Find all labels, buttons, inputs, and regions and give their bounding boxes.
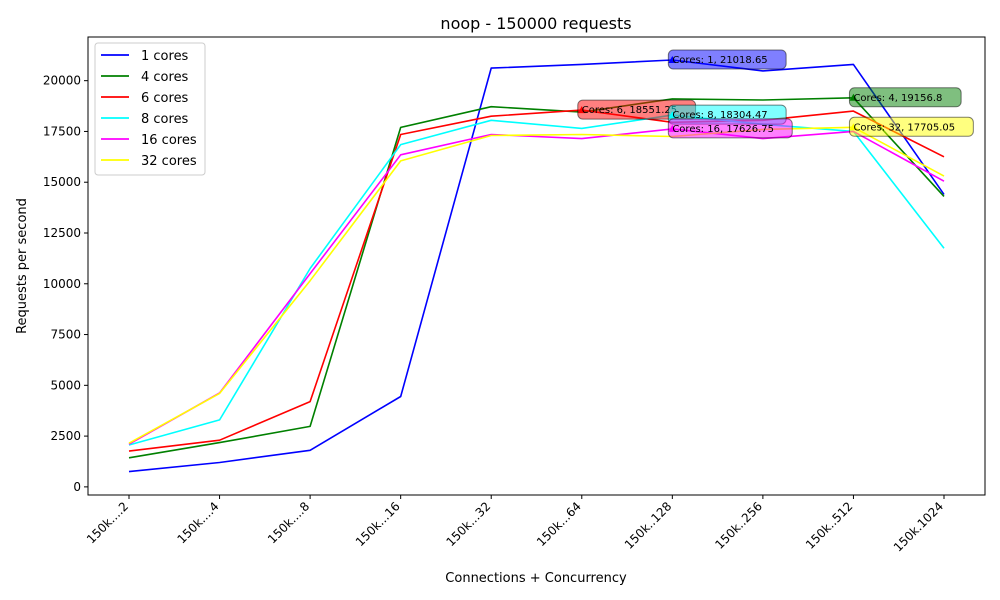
annotation-box <box>848 87 962 108</box>
y-tick-label: 15000 <box>43 175 81 189</box>
y-tick-label: 5000 <box>50 378 81 392</box>
legend-label: 8 cores <box>141 112 189 127</box>
annotation-box <box>848 116 974 137</box>
annotation-label: Cores: 4, 19156.8 <box>853 93 942 104</box>
legend-label: 1 cores <box>141 49 189 64</box>
annotation-label: Cores: 6, 18551.25 <box>582 105 677 116</box>
x-axis-label: Connections + Concurrency <box>445 571 627 586</box>
y-tick-label: 10000 <box>43 277 81 291</box>
y-axis-label: Requests per second <box>15 198 30 334</box>
series-line-1-cores <box>128 59 945 473</box>
annotations: Cores: 1, 21018.65 Cores: 4, 19156.8 Cores… <box>577 49 974 139</box>
annotation-label: Cores: 32, 17705.05 <box>853 122 955 133</box>
plot-frame <box>87 36 986 496</box>
annotation-label: Cores: 8, 18304.47 <box>672 110 767 121</box>
legend-label: 32 cores <box>141 154 197 169</box>
annotation-label: Cores: 1, 21018.65 <box>672 55 767 66</box>
annotation-box <box>667 49 787 70</box>
chart-title: noop - 150000 requests <box>440 14 631 33</box>
y-tick-label: 0 <box>73 480 81 494</box>
series-line-32-cores <box>128 126 945 444</box>
y-tick-label: 20000 <box>43 74 81 88</box>
legend-label: 6 cores <box>141 91 189 106</box>
y-tick-label: 12500 <box>43 226 81 240</box>
series-line-4-cores <box>128 97 945 459</box>
legend: 1 cores 4 cores 6 cores 8 cores 16 cores 32 c… <box>94 42 206 176</box>
legend-label: 4 cores <box>141 70 189 85</box>
annotation-box <box>667 118 793 139</box>
y-tick-label: 2500 <box>50 429 81 443</box>
annotation-label: Cores: 16, 17626.75 <box>672 124 774 135</box>
series-line-16-cores <box>128 128 945 445</box>
y-tick-label: 7500 <box>50 328 81 342</box>
y-axis: 0 2500 5000 7500 10000 12500 15000 17500 20000 <box>43 74 88 494</box>
y-tick-label: 17500 <box>43 124 81 138</box>
series-line-6-cores <box>128 109 945 452</box>
legend-label: 16 cores <box>141 133 197 148</box>
plot-area <box>128 59 945 473</box>
